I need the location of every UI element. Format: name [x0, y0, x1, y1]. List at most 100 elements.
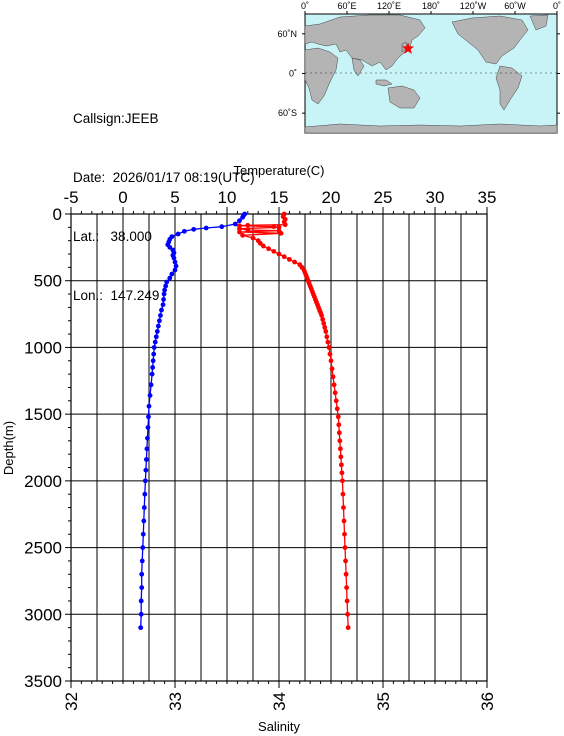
depth-tick-label: 500 — [34, 272, 62, 291]
salinity-data-point — [271, 248, 277, 254]
salinity-data-point — [339, 470, 345, 476]
lon-label: Lon.: — [73, 287, 104, 303]
temperature-data-point — [139, 585, 145, 590]
salinity-axis: 32 33 34 35 36 — [62, 681, 497, 711]
salinity-data-point — [336, 422, 342, 428]
temperature-data-point — [152, 339, 158, 345]
map-lon-label: 60˚E — [337, 1, 356, 11]
salinity-data-point — [301, 267, 307, 273]
salinity-data-point — [304, 275, 310, 281]
temperature-data-point — [150, 358, 156, 364]
salinity-data-point — [326, 345, 332, 350]
salinity-data-point — [257, 240, 263, 246]
depth-axis: 0 500 1000 1500 2000 2500 3000 3500 — [24, 205, 71, 691]
temperature-data-point — [145, 435, 150, 441]
temperature-data-point — [144, 446, 150, 452]
salinity-data-point — [278, 230, 284, 236]
temperature-data-point — [142, 478, 148, 484]
map-lat-label: 60˚S — [278, 108, 297, 118]
temperature-data-point — [151, 345, 157, 350]
temperature-data-point — [140, 531, 146, 537]
salinity-data-point — [342, 545, 348, 550]
map-lat-label: 60˚N — [277, 29, 297, 39]
map-lon-label: 0˚ — [553, 1, 561, 11]
depth-tick-label: 2500 — [24, 539, 62, 558]
lon-line: Lon.: 147.249 — [73, 286, 255, 306]
depth-tick-label: 3000 — [24, 605, 62, 624]
date-value: 2026/01/17 08:19(UTC) — [112, 169, 255, 185]
salinity-data-point — [318, 310, 323, 316]
salinity-data-point — [337, 438, 343, 444]
date-label: Date: — [73, 169, 106, 185]
salinity-data-point — [342, 531, 347, 537]
salinity-data-point — [314, 299, 319, 305]
salinity-data-point — [345, 611, 351, 617]
temperature-data-point — [139, 558, 145, 564]
map-lon-labels: 0˚ 60˚E 120˚E 180˚ 120˚W 60˚W 0˚ — [301, 1, 561, 11]
salinity-profile-line — [239, 213, 349, 628]
salinity-tick-label: 32 — [62, 692, 81, 711]
map-frame — [304, 13, 558, 134]
salinity-data-point — [313, 296, 318, 302]
salinity-data-point — [281, 254, 287, 260]
salinity-data-point — [320, 317, 326, 322]
salinity-data-point — [334, 406, 340, 412]
salinity-data-point — [309, 288, 315, 294]
salinity-tick-label: 36 — [478, 692, 497, 711]
temperature-data-point — [143, 467, 149, 473]
salinity-data-point — [280, 214, 286, 220]
temperature-tick-label: 20 — [322, 188, 341, 207]
depth-tick-label: 3500 — [24, 672, 62, 691]
salinity-tick-label: 34 — [270, 692, 289, 711]
salinity-data-point — [282, 222, 288, 228]
temperature-data-point — [141, 518, 147, 524]
salinity-data-point — [261, 243, 266, 249]
map-lat-labels: 60˚N 0˚ 60˚S — [277, 29, 297, 118]
salinity-data-point — [281, 219, 287, 225]
salinity-data-point — [255, 238, 261, 244]
temperature-tick-label: 30 — [426, 188, 445, 207]
salinity-data-point — [328, 358, 334, 364]
map-ticks — [302, 11, 560, 114]
salinity-data-point — [311, 294, 317, 300]
depth-tick-label: 1000 — [24, 338, 62, 357]
salinity-data-point — [335, 414, 341, 420]
temperature-data-point — [146, 403, 152, 409]
callsign-text: Callsign:JEEB — [73, 111, 159, 127]
map-lon-label: 60˚W — [504, 1, 526, 11]
salinity-data-point — [344, 585, 349, 590]
temperature-data-point — [153, 334, 159, 340]
salinity-data-point — [276, 228, 282, 234]
land-greenland — [529, 14, 549, 31]
temperature-data-point — [138, 598, 144, 604]
salinity-data-point — [338, 454, 344, 460]
temperature-tick-label: 35 — [478, 188, 497, 207]
land-south-america — [495, 65, 523, 111]
salinity-data-point — [331, 382, 337, 388]
temperature-data-point — [140, 545, 146, 550]
salinity-data-point — [292, 259, 297, 265]
land-indonesia — [375, 79, 393, 87]
salinity-data-point — [341, 505, 346, 510]
salinity-data-point — [343, 558, 348, 564]
salinity-data-point — [340, 478, 345, 484]
salinity-data-point — [319, 313, 325, 318]
salinity-data-point — [299, 264, 305, 270]
salinity-data-point — [321, 321, 327, 326]
map-lon-label: 180˚ — [422, 1, 440, 11]
land-north-america — [451, 15, 529, 65]
map-lon-label: 120˚E — [377, 1, 401, 11]
temperature-data-point — [139, 571, 145, 577]
temperature-data-point — [154, 329, 160, 334]
date-line: Date: 2026/01/17 08:19(UTC) — [73, 168, 255, 188]
salinity-data-point — [287, 256, 292, 262]
depth-tick-label: 0 — [53, 205, 62, 224]
salinity-data-point — [306, 280, 312, 286]
depth-tick-label: 2000 — [24, 472, 62, 491]
temperature-data-point — [138, 625, 144, 631]
salinity-data-point — [271, 224, 277, 230]
map-land — [304, 14, 558, 134]
temperature-data-point — [142, 491, 148, 497]
temperature-data-point — [141, 505, 147, 510]
temperature-tick-label: 25 — [374, 188, 393, 207]
